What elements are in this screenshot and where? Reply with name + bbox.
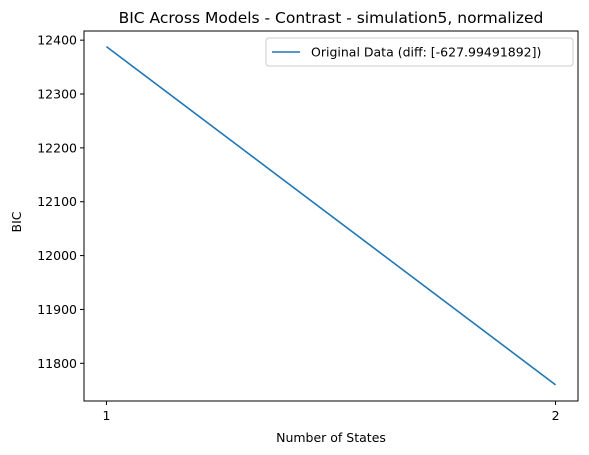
y-tick-label: 12000	[37, 248, 77, 263]
x-tick-label: 1	[102, 408, 110, 423]
y-tick-label: 11900	[37, 302, 77, 317]
y-tick-label: 12100	[37, 194, 77, 209]
chart-title: BIC Across Models - Contrast - simulatio…	[119, 9, 544, 27]
y-tick-label: 12300	[37, 87, 77, 102]
x-tick-label: 2	[552, 408, 560, 423]
y-tick-label: 12400	[37, 33, 77, 48]
y-axis-label: BIC	[9, 211, 24, 232]
legend-label: Original Data (diff: [-627.99491892])	[311, 45, 541, 60]
x-axis-label: Number of States	[276, 430, 386, 445]
y-tick-label: 12200	[37, 140, 77, 155]
y-tick-label: 11800	[37, 356, 77, 371]
